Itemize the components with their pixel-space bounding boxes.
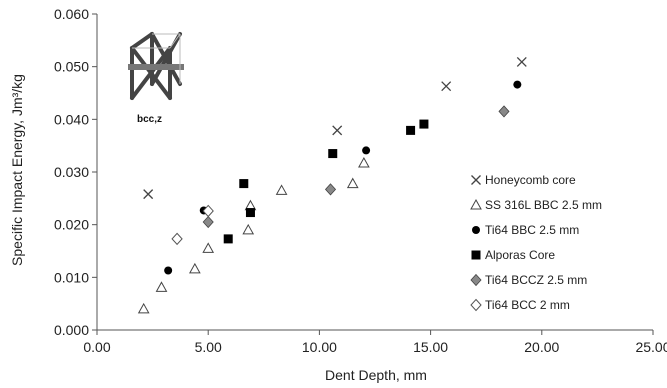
data-point xyxy=(171,232,183,246)
data-point xyxy=(189,262,201,274)
legend-label: Ti64 BCC 2 mm xyxy=(485,298,570,312)
data-point xyxy=(239,179,249,189)
data-point xyxy=(242,223,255,235)
data-point xyxy=(245,208,255,218)
x-tick-label: 10.00 xyxy=(302,339,337,355)
series-1 xyxy=(137,157,370,314)
legend-marker xyxy=(471,250,481,260)
data-point xyxy=(441,81,452,92)
x-tick-label: 15.00 xyxy=(413,339,448,355)
data-point xyxy=(143,189,154,200)
legend-item: Ti64 BBC 2.5 mm xyxy=(472,223,579,237)
data-point xyxy=(223,234,233,244)
legend-label: Alporas Core xyxy=(485,248,555,262)
data-point xyxy=(332,125,343,136)
series-2 xyxy=(164,80,522,275)
y-tick-label: 0.000 xyxy=(54,322,89,338)
legend-marker xyxy=(470,273,482,287)
legend-item: Ti64 BCCZ 2.5 mm xyxy=(470,273,587,287)
series-4 xyxy=(202,105,510,229)
data-point xyxy=(202,242,215,253)
legend-label: Honeycomb core xyxy=(485,173,576,187)
data-point xyxy=(202,204,214,218)
data-point xyxy=(498,105,510,118)
data-point xyxy=(419,119,429,129)
data-point xyxy=(516,56,527,67)
legend: Honeycomb core SS 316L BBC 2.5 mm Ti64 BBC… xyxy=(470,173,602,312)
data-point xyxy=(155,281,168,292)
series-3 xyxy=(223,119,429,244)
y-tick-label: 0.040 xyxy=(54,111,89,127)
tick-labels: 0.00 5.00 10.00 15.00 20.00 25.00 0.000 0.010 0.… xyxy=(54,6,667,355)
data-point xyxy=(324,183,337,196)
data-point xyxy=(513,80,522,89)
data-point xyxy=(346,177,359,189)
legend-label: SS 316L BBC 2.5 mm xyxy=(485,198,602,212)
legend-marker xyxy=(470,198,482,210)
legend-marker xyxy=(470,298,482,312)
y-tick-label: 0.020 xyxy=(54,217,89,233)
x-tick-label: 5.00 xyxy=(195,339,222,355)
data-point xyxy=(164,266,173,275)
legend-item: SS 316L BBC 2.5 mm xyxy=(470,198,602,212)
data-point xyxy=(202,215,214,229)
legend-item: Alporas Core xyxy=(471,248,555,262)
data-point xyxy=(275,184,288,195)
y-tick-label: 0.010 xyxy=(54,269,89,285)
data-point xyxy=(328,149,338,159)
x-axis-title: Dent Depth, mm xyxy=(325,367,427,383)
data-points xyxy=(137,56,527,314)
legend-marker xyxy=(471,175,481,185)
inset-label: bcc,z xyxy=(137,114,162,125)
x-tick-label: 25.00 xyxy=(635,339,667,355)
x-tick-label: 0.00 xyxy=(83,339,110,355)
legend-item: Honeycomb core xyxy=(471,173,576,187)
inset-lattice-image: bcc,z xyxy=(128,32,184,125)
legend-item: Ti64 BCC 2 mm xyxy=(470,298,570,312)
data-point xyxy=(358,157,370,168)
y-tick-label: 0.050 xyxy=(54,59,89,75)
legend-label: Ti64 BBC 2.5 mm xyxy=(485,223,579,237)
data-point xyxy=(362,146,371,155)
x-tick-label: 20.00 xyxy=(524,339,559,355)
series-5 xyxy=(171,204,214,246)
legend-marker xyxy=(472,226,480,234)
y-tick-label: 0.030 xyxy=(54,164,89,180)
data-point xyxy=(406,125,416,135)
data-point xyxy=(137,302,150,314)
legend-label: Ti64 BCCZ 2.5 mm xyxy=(485,273,587,287)
y-tick-label: 0.060 xyxy=(54,6,89,22)
series-0 xyxy=(143,56,527,200)
y-axis-title: Specific Impact Energy, Jm³/kg xyxy=(9,74,25,266)
